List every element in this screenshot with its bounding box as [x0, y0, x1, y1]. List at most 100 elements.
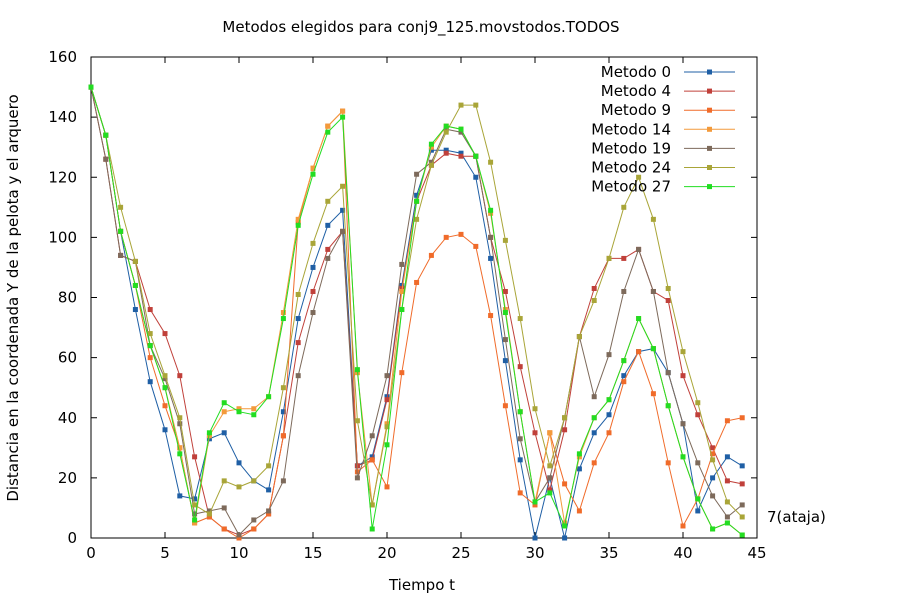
data-point: [517, 457, 523, 463]
data-point: [251, 526, 257, 532]
data-point: [414, 171, 420, 177]
data-point: [621, 204, 627, 210]
data-point: [221, 430, 227, 436]
legend-label: Metodo 9: [601, 101, 671, 119]
data-point: [576, 451, 582, 457]
data-point: [147, 355, 153, 361]
data-point: [177, 415, 183, 421]
data-point: [266, 394, 272, 400]
legend-label: Metodo 0: [601, 63, 671, 81]
data-point: [606, 397, 612, 403]
data-point: [636, 316, 642, 322]
data-point: [310, 240, 316, 246]
data-point: [562, 523, 568, 529]
data-point: [384, 484, 390, 490]
data-point: [488, 255, 494, 261]
data-point: [665, 285, 671, 291]
data-point: [221, 400, 227, 406]
data-point: [399, 261, 405, 267]
data-point: [399, 307, 405, 313]
data-point: [532, 406, 538, 412]
data-point: [680, 373, 686, 379]
data-point: [473, 102, 479, 108]
plot-area: 0 5 10 15 20 25 30 35 40 45 0 20 40 60 80 100 120 140 160: [48, 48, 766, 562]
data-point: [591, 415, 597, 421]
y-tick-label: 0: [67, 529, 77, 547]
x-axis-label: Tiempo t: [388, 576, 455, 594]
data-point: [739, 514, 745, 520]
data-point: [576, 334, 582, 340]
data-point: [636, 349, 642, 355]
data-point: [325, 222, 331, 228]
data-point: [147, 331, 153, 337]
data-point: [162, 376, 168, 382]
data-point: [266, 511, 272, 517]
data-point: [458, 231, 464, 237]
data-point: [280, 310, 286, 316]
data-point: [280, 478, 286, 484]
data-point: [399, 288, 405, 294]
data-point: [162, 385, 168, 391]
data-point: [695, 412, 701, 418]
series-metodo-27: [88, 84, 745, 538]
data-point: [147, 343, 153, 349]
data-point: [488, 207, 494, 213]
data-point: [280, 385, 286, 391]
data-point: [621, 255, 627, 261]
legend-label: Metodo 27: [591, 178, 671, 196]
data-point: [650, 216, 656, 222]
data-point: [162, 373, 168, 379]
data-point: [147, 379, 153, 385]
data-point: [266, 508, 272, 514]
data-point: [606, 352, 612, 358]
data-point: [177, 493, 183, 499]
data-point: [428, 141, 434, 147]
data-point: [739, 481, 745, 487]
data-point: [340, 108, 346, 114]
x-tick-label: 10: [229, 544, 248, 562]
data-point: [488, 313, 494, 319]
data-point: [710, 457, 716, 463]
data-point: [458, 102, 464, 108]
data-point: [132, 282, 138, 288]
data-point: [458, 126, 464, 132]
data-point: [414, 279, 420, 285]
data-point: [384, 373, 390, 379]
x-tick-label: 25: [451, 544, 470, 562]
data-point: [532, 535, 538, 541]
y-tick-label: 40: [58, 409, 77, 427]
data-point: [369, 454, 375, 460]
data-point: [340, 183, 346, 189]
data-point: [724, 499, 730, 505]
data-point: [251, 412, 257, 418]
data-point: [680, 454, 686, 460]
data-point: [710, 451, 716, 457]
data-point: [606, 430, 612, 436]
data-point: [695, 400, 701, 406]
data-point: [369, 502, 375, 508]
data-point: [473, 243, 479, 249]
x-tick-label: 0: [86, 544, 96, 562]
data-point: [103, 156, 109, 162]
data-point: [576, 466, 582, 472]
data-point: [221, 526, 227, 532]
data-point: [118, 204, 124, 210]
data-point: [251, 406, 257, 412]
annotation-label: 7(ataja): [767, 508, 826, 526]
x-tick-label: 35: [599, 544, 618, 562]
data-point: [724, 520, 730, 526]
data-point: [739, 502, 745, 508]
data-point: [621, 358, 627, 364]
legend-label: Metodo 24: [591, 159, 671, 177]
data-point: [502, 237, 508, 243]
data-point: [665, 370, 671, 376]
data-point: [739, 415, 745, 421]
data-point: [384, 442, 390, 448]
data-point: [636, 174, 642, 180]
data-point: [443, 150, 449, 156]
data-point: [724, 418, 730, 424]
data-point: [295, 340, 301, 346]
y-tick-label: 160: [48, 48, 77, 66]
data-point: [502, 288, 508, 294]
data-point: [532, 430, 538, 436]
